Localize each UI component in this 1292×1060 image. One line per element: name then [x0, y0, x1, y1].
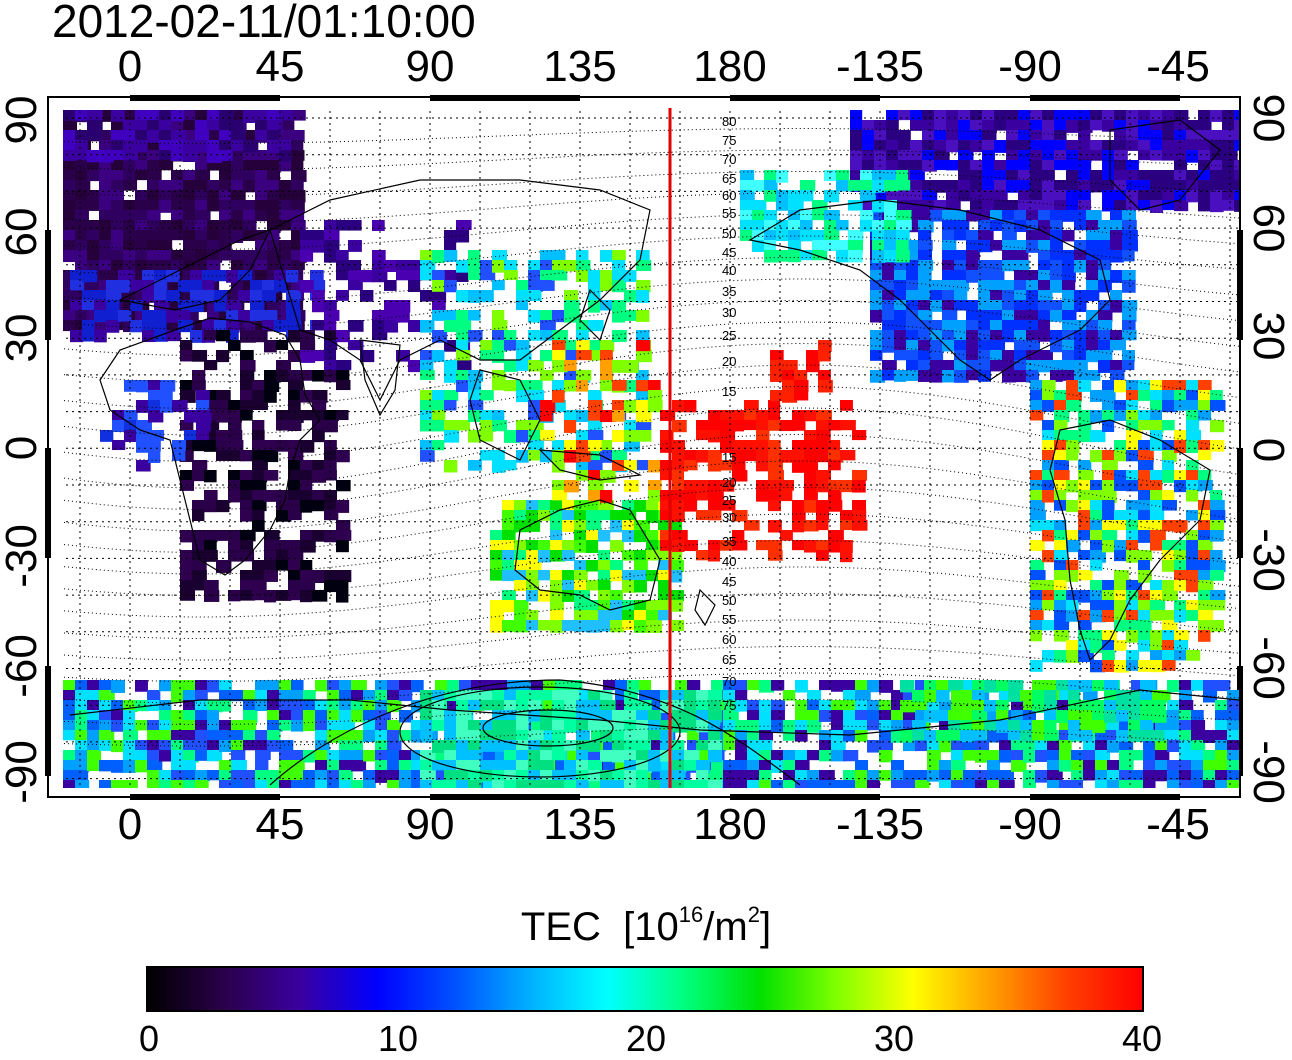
- lon-label: 180: [693, 800, 767, 849]
- lon-label: 45: [255, 42, 305, 91]
- colorbar-tick-label: 10: [377, 1018, 419, 1059]
- maglat-label: 45: [722, 574, 736, 589]
- lon-label: 90: [405, 800, 455, 849]
- maglat-label: 75: [722, 133, 736, 148]
- maglat-label: 60: [722, 632, 736, 647]
- maglat-label: 20: [722, 475, 736, 490]
- maglat-label: 65: [722, 171, 736, 186]
- lon-label: -45: [1146, 42, 1210, 91]
- maglat-label: 35: [722, 284, 736, 299]
- maglat-label: 45: [722, 245, 736, 260]
- colorbar: [146, 966, 1144, 1012]
- coastlines: [69, 119, 1239, 786]
- maglat-label: 50: [722, 226, 736, 241]
- colorbar-title-label: TEC: [520, 905, 601, 949]
- maglat-label: 80: [722, 114, 736, 129]
- lon-label: 90: [405, 42, 455, 91]
- maglat-label: 35: [722, 534, 736, 549]
- lon-label: 135: [543, 42, 617, 91]
- maglat-label: 75: [722, 698, 736, 713]
- lon-label: 180: [693, 42, 767, 91]
- lon-label: -135: [835, 800, 925, 849]
- maglat-label: 25: [722, 328, 736, 343]
- maglat-label: 55: [722, 206, 736, 221]
- lon-label: 45: [255, 800, 305, 849]
- magnetic-latitude-labels: 80 75 70 65 60 55 50 45 40 35 30 25 20 15 15 20 25 30 35 40…: [722, 114, 736, 713]
- maglat-label: 55: [722, 612, 736, 627]
- colorbar-tick-label: 0: [138, 1018, 160, 1059]
- maglat-label: 20: [722, 354, 736, 369]
- colorbar-title: TEC [1016/m2]: [0, 902, 1292, 950]
- maglat-label: 40: [722, 263, 736, 278]
- colorbar-unit-mid: /m: [703, 905, 748, 949]
- tec-data-layer: [63, 110, 1239, 788]
- colorbar-unit-suffix: ]: [759, 905, 772, 949]
- graticule: [63, 108, 1239, 788]
- axis-tick-bars: [45, 95, 1243, 800]
- colorbar-unit-exponent: 16: [678, 902, 704, 927]
- timestamp-title: 2012-02-11/01:10:00: [52, 0, 476, 47]
- lon-label: -135: [835, 42, 925, 91]
- colorbar-tick-label: 40: [1121, 1018, 1163, 1059]
- maglat-label: 70: [722, 674, 736, 689]
- colorbar-tick-label: 20: [625, 1018, 667, 1059]
- maglat-label: 40: [722, 554, 736, 569]
- maglat-label: 65: [722, 652, 736, 667]
- lon-label: 0: [117, 800, 143, 849]
- lon-label: -90: [998, 42, 1062, 91]
- maglat-label: 15: [722, 450, 736, 465]
- maglat-label: 15: [722, 384, 736, 399]
- maglat-label: 25: [722, 493, 736, 508]
- colorbar-tick-label: 30: [873, 1018, 915, 1059]
- maglat-label: 30: [722, 305, 736, 320]
- maglat-label: 50: [722, 593, 736, 608]
- colorbar-unit-prefix: [10: [623, 905, 679, 949]
- magnetic-latitude-contours: [63, 128, 1239, 747]
- colorbar-unit-exponent-2: 2: [747, 902, 760, 927]
- lon-label: -90: [998, 800, 1062, 849]
- maglat-label: 30: [722, 510, 736, 525]
- lon-label: 135: [543, 800, 617, 849]
- lon-label: -45: [1146, 800, 1210, 849]
- lon-label: 0: [117, 42, 143, 91]
- maglat-label: 70: [722, 152, 736, 167]
- maglat-label: 60: [722, 188, 736, 203]
